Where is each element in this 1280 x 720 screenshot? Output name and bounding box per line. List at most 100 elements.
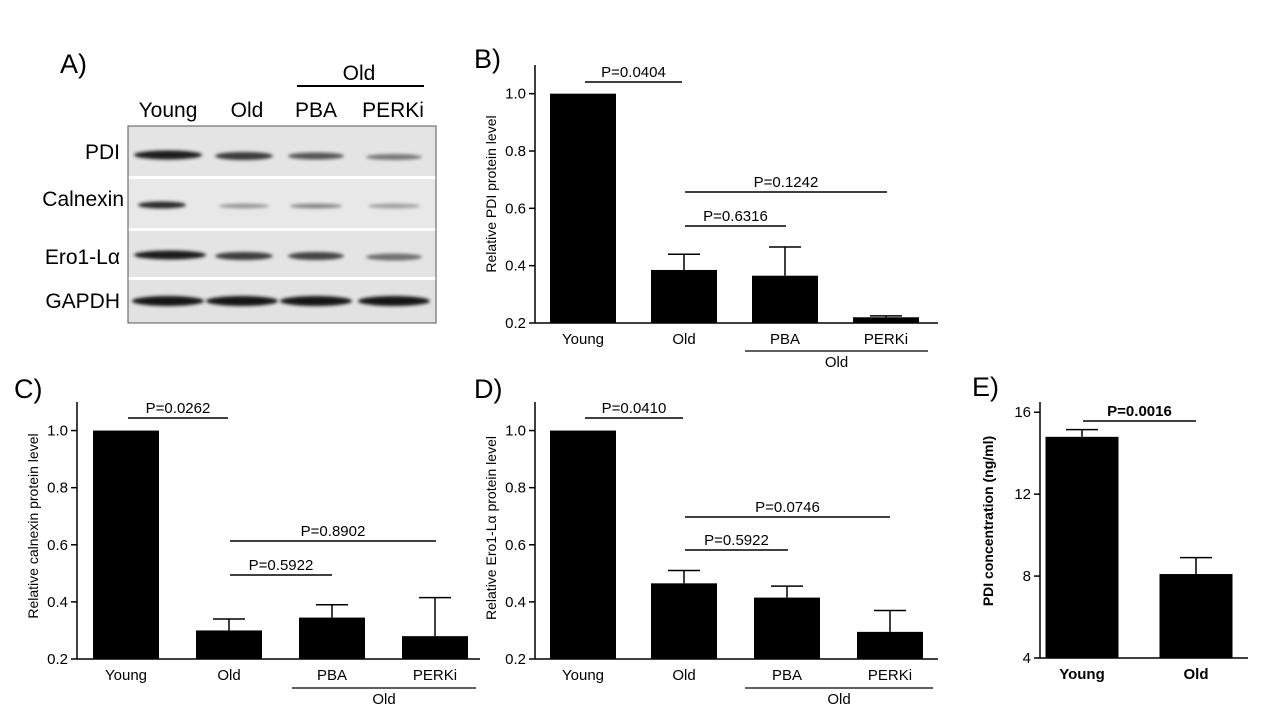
p-value-label: P=0.5922: [704, 532, 769, 549]
y-tick-label: 0.6: [505, 200, 526, 217]
y-axis-title: Relative calnexin protein level: [25, 433, 41, 618]
panel-letter: B): [474, 44, 501, 74]
bar: [1045, 436, 1119, 658]
band-calnexin-old: [219, 203, 269, 209]
x-tick-label: PBA: [770, 331, 800, 348]
wb-lane-label: PERKi: [362, 99, 424, 122]
x-tick-label: PBA: [772, 667, 802, 684]
band-gapdh-perki: [358, 296, 430, 306]
group-label: Old: [372, 691, 395, 708]
wb-group-label: Old: [343, 62, 376, 85]
wb-row-label: Ero1-Lα: [45, 246, 120, 269]
band-pdi-pba: [288, 152, 344, 160]
bar: [853, 317, 919, 323]
y-tick-label: 16: [1014, 404, 1031, 421]
band-calnexin-pba: [290, 203, 342, 209]
band-calnexin-young: [138, 201, 186, 209]
p-value-label: P=0.1242: [754, 174, 819, 191]
band-gapdh-old: [206, 296, 278, 306]
y-tick-label: 1.0: [505, 423, 526, 440]
p-value-label: P=0.0410: [602, 400, 667, 417]
blot-frame: [127, 125, 437, 324]
y-tick-label: 1.0: [47, 423, 68, 440]
p-value-label: P=0.0404: [601, 64, 666, 81]
x-tick-label: Old: [217, 667, 240, 684]
y-axis-title: PDI concentration (ng/ml): [980, 436, 996, 606]
band-ero1-old: [215, 252, 273, 260]
p-value-label: P=0.0016: [1107, 403, 1172, 420]
y-axis-title: Relative PDI protein level: [483, 115, 499, 272]
chart-panel-b: B) 0.2 0.4 0.6 0.8 1.0 Relative PDI protein le…: [474, 44, 938, 371]
band-gapdh-young: [132, 296, 204, 306]
bar: [93, 430, 159, 659]
x-tick-label: Young: [105, 667, 147, 684]
bar: [857, 631, 923, 659]
chart-panel-d: D) 0.2 0.4 0.6 0.8 1.0 Relative Ero1-Lα protei…: [474, 374, 938, 708]
p-value-label: P=0.5922: [249, 557, 314, 574]
p-value-label: P=0.0262: [146, 400, 211, 417]
band-pdi-young: [134, 150, 202, 160]
x-tick-label: Old: [1184, 666, 1209, 683]
panel-letter: C): [14, 374, 43, 404]
x-tick-label: PBA: [317, 667, 347, 684]
bar: [550, 93, 616, 324]
x-tick-label: Young: [1059, 666, 1105, 683]
group-label: Old: [825, 354, 848, 371]
wb-row-label: PDI: [85, 141, 120, 164]
x-tick-label: Young: [562, 331, 604, 348]
y-tick-label: 0.2: [47, 651, 68, 668]
bar: [752, 275, 818, 323]
panel-letter: D): [474, 374, 503, 404]
y-tick-label: 0.2: [505, 315, 526, 332]
band-calnexin-perki: [368, 203, 420, 209]
x-tick-label: Old: [672, 331, 695, 348]
x-tick-label: Young: [562, 667, 604, 684]
y-tick-label: 0.4: [505, 594, 526, 611]
y-axis-title: Relative Ero1-Lα protein level: [483, 436, 499, 620]
band-ero1-young: [134, 250, 206, 260]
panel-a-western-blot: A) Old Young Old PBA PERKi PDI Calnexin …: [42, 49, 437, 324]
y-tick-label: 0.8: [505, 143, 526, 160]
y-tick-label: 0.8: [47, 480, 68, 497]
band-gapdh-pba: [280, 296, 352, 306]
y-tick-label: 8: [1023, 568, 1031, 585]
y-tick-label: 12: [1014, 486, 1031, 503]
y-tick-label: 0.6: [505, 537, 526, 554]
wb-lane-label: Young: [139, 99, 198, 122]
y-tick-label: 0.6: [47, 537, 68, 554]
x-tick-label: Old: [672, 667, 695, 684]
bar: [754, 597, 820, 659]
bar: [1159, 574, 1233, 658]
bar: [651, 583, 717, 659]
panel-a-letter: A): [60, 49, 87, 79]
band-pdi-perki: [366, 154, 422, 160]
charts-layer: B) 0.2 0.4 0.6 0.8 1.0 Relative PDI protein le…: [14, 44, 1248, 708]
x-tick-label: PERKi: [864, 331, 908, 348]
wb-lane-label: Old: [231, 99, 264, 122]
bar: [299, 617, 365, 659]
bar: [550, 430, 616, 659]
band-pdi-old: [215, 152, 273, 160]
x-tick-label: PERKi: [868, 667, 912, 684]
p-value-label: P=0.6316: [703, 208, 768, 225]
y-tick-label: 0.2: [505, 651, 526, 668]
band-ero1-perki: [366, 253, 422, 261]
y-tick-label: 0.8: [505, 480, 526, 497]
wb-row-label: GAPDH: [45, 290, 120, 313]
p-value-label: P=0.8902: [301, 523, 366, 540]
p-value-label: P=0.0746: [755, 499, 820, 516]
y-tick-label: 0.4: [505, 258, 526, 275]
y-tick-label: 1.0: [505, 86, 526, 103]
x-tick-label: PERKi: [413, 667, 457, 684]
group-label: Old: [827, 691, 850, 708]
y-tick-label: 0.4: [47, 594, 68, 611]
wb-row-label: Calnexin: [42, 188, 124, 211]
panel-letter: E): [972, 372, 999, 402]
wb-lane-label: PBA: [295, 99, 337, 122]
bar: [651, 269, 717, 323]
y-tick-label: 4: [1023, 650, 1031, 667]
chart-panel-e: E) 4 8 12 16 PDI concentration (ng/ml) Young Ol…: [972, 372, 1248, 683]
bar: [402, 636, 468, 659]
band-ero1-pba: [288, 252, 344, 260]
